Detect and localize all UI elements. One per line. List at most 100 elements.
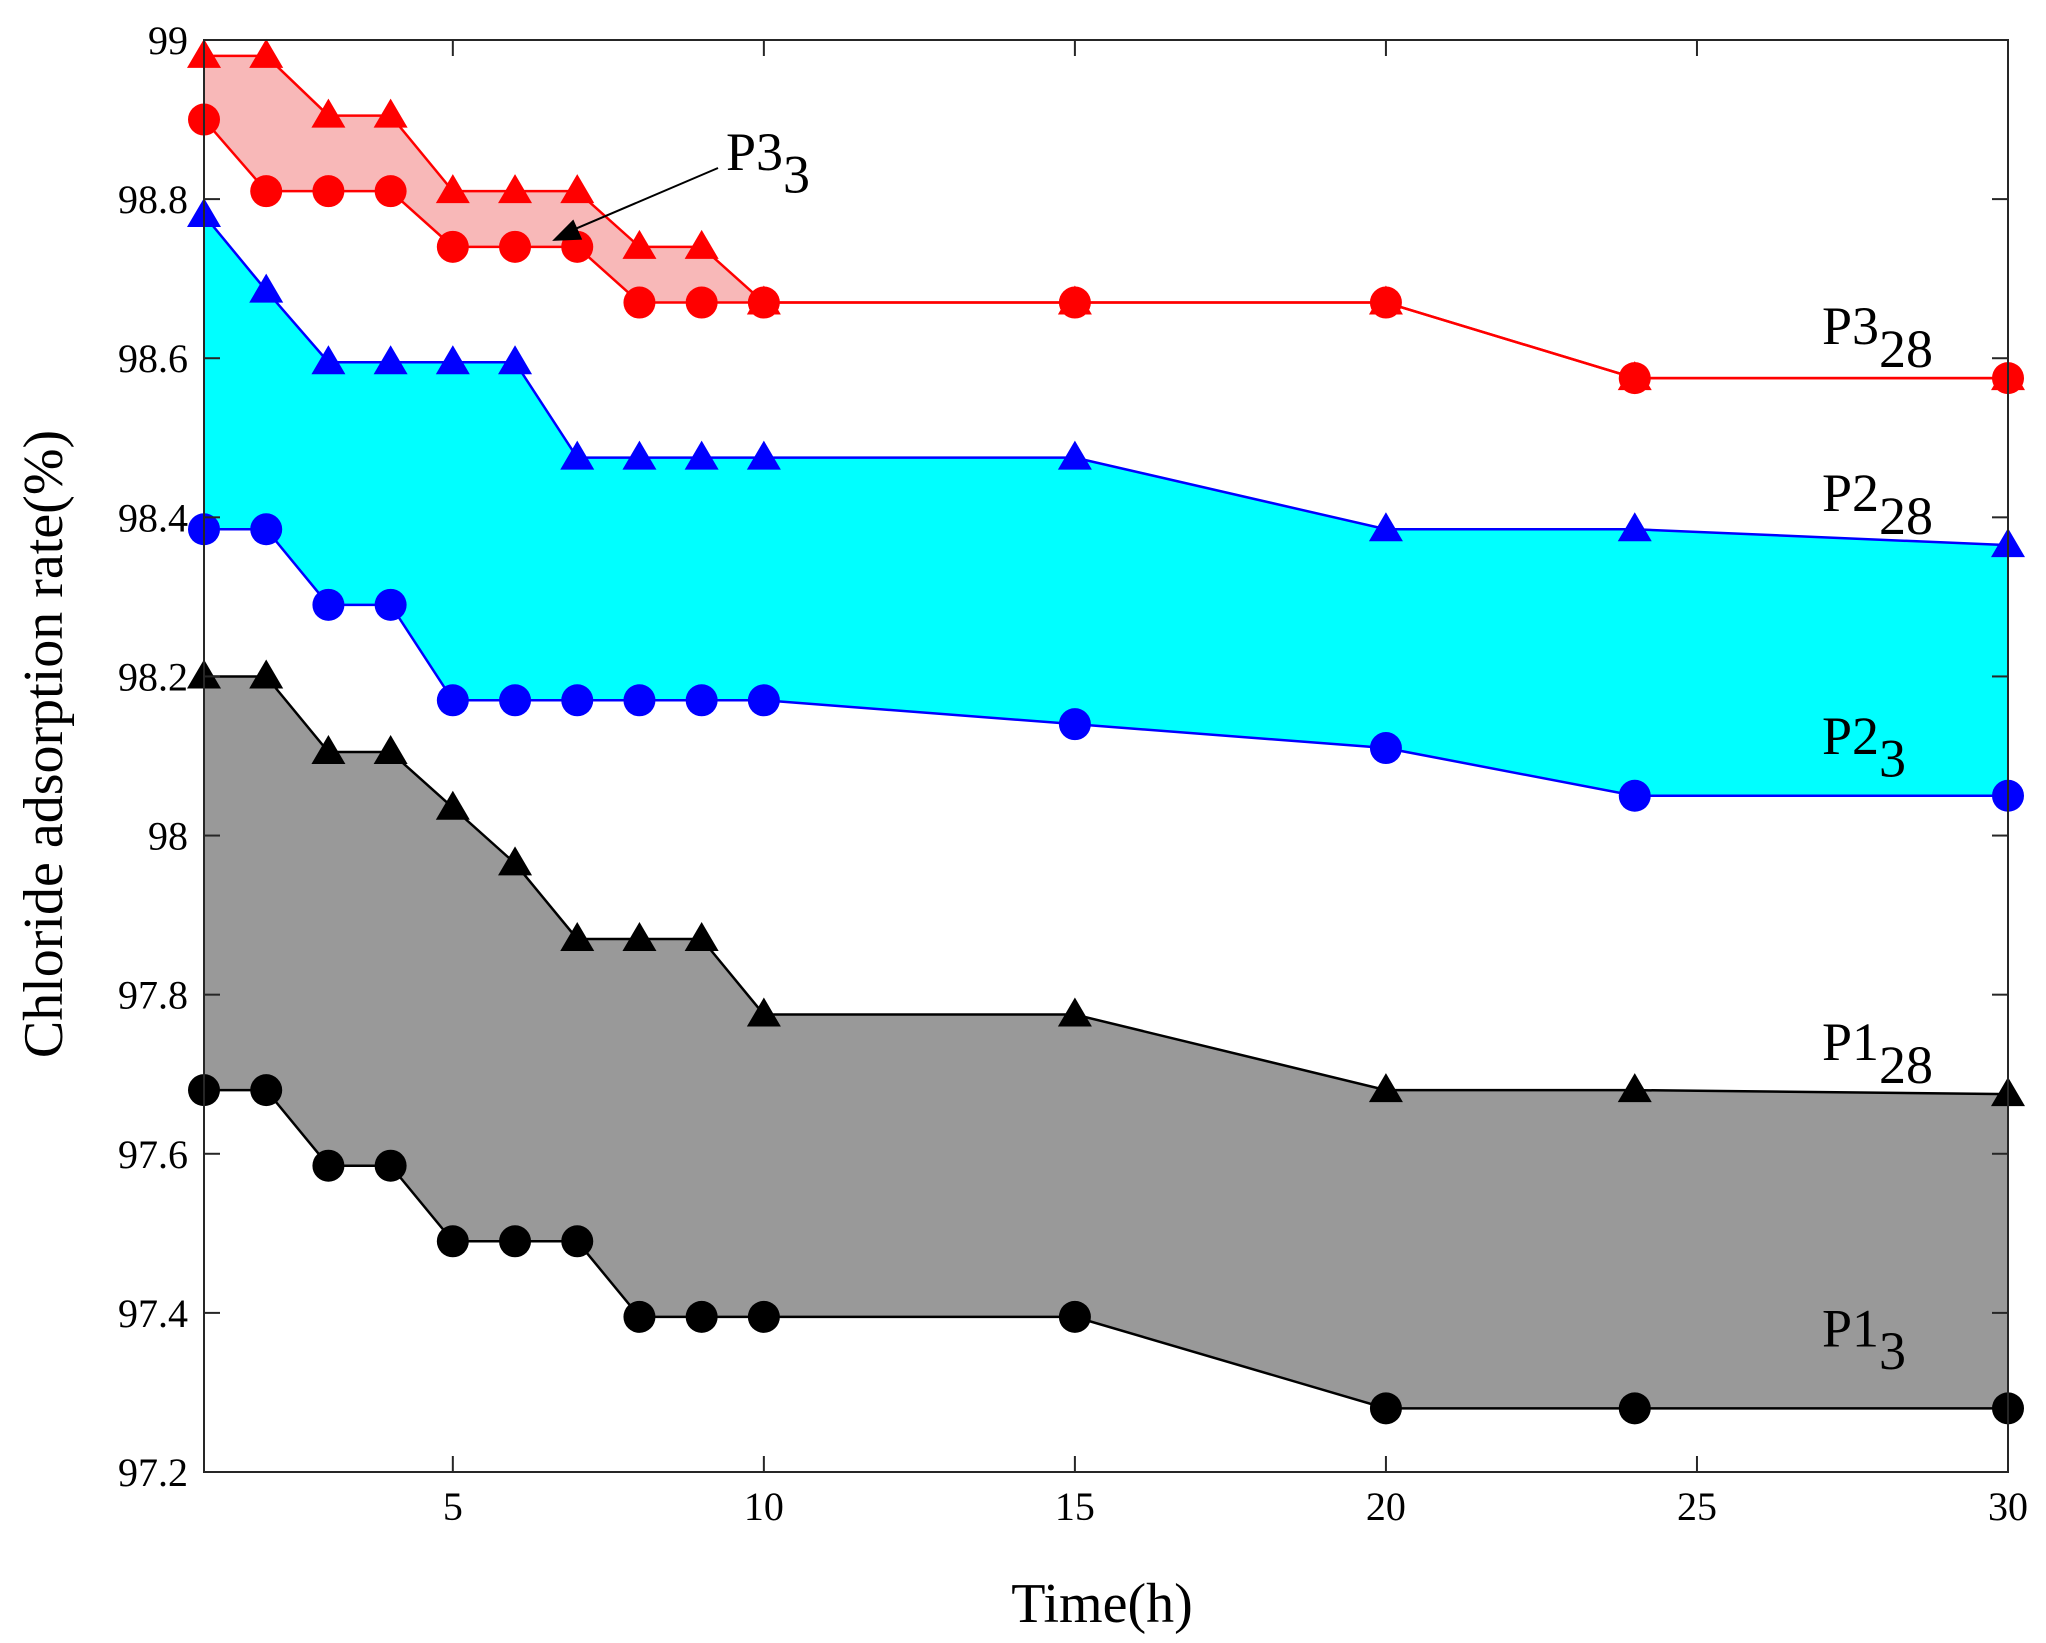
data-point-P3_28-9 (684, 229, 719, 259)
series-label-P2_28: P228 (1822, 463, 1933, 546)
data-point-P3_3-2 (250, 175, 283, 208)
band-P1 (204, 676, 2008, 1409)
y-tick-label-97.4: 97.4 (118, 1291, 188, 1336)
data-point-P3_3-8 (623, 286, 656, 319)
data-point-P3_3-6 (499, 230, 532, 263)
y-tick-label-98.2: 98.2 (118, 654, 188, 699)
data-point-P1_28-4 (373, 735, 408, 765)
data-point-P3_28-4 (373, 98, 408, 128)
data-point-P1_3-8 (623, 1300, 656, 1333)
series-label-P1_3: P13 (1822, 1298, 1906, 1381)
y-tick-label-97.8: 97.8 (118, 973, 188, 1018)
data-point-P2_28-24 (1617, 512, 1652, 542)
data-point-P2_28-7 (560, 440, 595, 470)
y-tick-label-97.2: 97.2 (118, 1450, 188, 1495)
data-point-P2_28-4 (373, 345, 408, 375)
y-tick-label-97.6: 97.6 (118, 1132, 188, 1177)
x-tick-label-30: 30 (1988, 1484, 2028, 1529)
data-point-P1_28-6 (498, 846, 533, 876)
axis-ticks-layer: 5 10 15 20 25 30 97.2 97.4 97.6 97.8 98 98.2 98.4 98.… (118, 18, 2028, 1529)
data-point-P3_28-3 (311, 98, 346, 128)
data-point-P1_28-7 (560, 921, 595, 951)
data-point-P1_28-20 (1368, 1073, 1403, 1103)
data-point-P1_3-20 (1369, 1392, 1402, 1425)
y-tick-label-98.4: 98.4 (118, 495, 188, 540)
data-point-P1_28-2 (249, 659, 284, 689)
y-tick-label-98.8: 98.8 (118, 177, 188, 222)
data-point-P1_3-24 (1618, 1392, 1651, 1425)
data-point-P1_3-5 (436, 1225, 469, 1258)
data-point-P2_3-7 (561, 684, 594, 717)
y-tick-label-98: 98 (148, 814, 188, 859)
y-axis-label: Chloride adsorption rate(%) (13, 430, 75, 1058)
data-point-P3_28-5 (435, 174, 470, 204)
data-point-P1_3-3 (312, 1149, 345, 1182)
data-point-P2_3-5 (436, 684, 469, 717)
data-point-P2_28-6 (498, 345, 533, 375)
data-point-P2_3-4 (374, 588, 407, 621)
data-point-P2_3-9 (685, 684, 718, 717)
data-point-P2_28-2 (249, 273, 284, 303)
data-point-P3_3-4 (374, 175, 407, 208)
data-point-P2_28-20 (1368, 512, 1403, 542)
data-point-P3_28-2 (249, 38, 284, 68)
series-line-P2_28 (203, 214, 2009, 547)
data-point-P2_28-9 (684, 440, 719, 470)
data-point-P1_3-6 (499, 1225, 532, 1258)
series-label-P1_28: P128 (1822, 1012, 1933, 1095)
data-point-P1_3-7 (561, 1225, 594, 1258)
series-line-P1_28 (204, 675, 2009, 1096)
data-point-P1_3-15 (1058, 1300, 1091, 1333)
data-point-P3_3-3 (312, 175, 345, 208)
data-point-P3_28-7 (560, 174, 595, 204)
data-point-P1_28-15 (1057, 997, 1092, 1027)
band-P2 (204, 215, 2008, 796)
data-point-P3_28-8 (622, 229, 657, 259)
series-line-P3_28 (204, 54, 2008, 380)
data-point-P2_3-24 (1618, 779, 1651, 812)
annotation-label: P33 (726, 122, 810, 205)
data-point-P2_3-8 (623, 684, 656, 717)
x-tick-label-15: 15 (1055, 1484, 1095, 1529)
series-labels-layer: P328 P228 P23 P128 P13 (1822, 296, 1933, 1381)
data-point-P1_3-2 (250, 1074, 283, 1107)
data-point-P2_28-10 (746, 440, 781, 470)
data-point-P1_3-9 (685, 1300, 718, 1333)
series-label-P3_28: P328 (1822, 296, 1933, 379)
x-tick-label-20: 20 (1366, 1484, 1406, 1529)
data-point-P3_28-6 (498, 174, 533, 204)
data-point-P2_28-8 (622, 440, 657, 470)
data-point-P1_28-5 (435, 790, 470, 820)
data-point-P2_28-5 (435, 345, 470, 375)
data-point-P1_3-4 (374, 1149, 407, 1182)
data-point-P3_28-24 (1617, 361, 1652, 391)
x-tick-label-10: 10 (744, 1484, 784, 1529)
series-label-P2_3: P23 (1822, 706, 1906, 789)
data-point-P2_3-6 (499, 684, 532, 717)
data-point-P2_3-20 (1369, 732, 1402, 765)
data-point-P1_28-8 (622, 921, 657, 951)
data-point-P3_28-15 (1057, 285, 1092, 315)
series-line-P3_3 (203, 118, 2008, 380)
annotation-arrow-line (565, 167, 719, 234)
data-point-P3_3-5 (436, 230, 469, 263)
plot-area-frame (203, 39, 2009, 1473)
annotation-layer: P33 (552, 122, 810, 241)
data-point-P1_28-9 (684, 921, 719, 951)
y-tick-label-99: 99 (148, 18, 188, 63)
data-point-P2_28-15 (1057, 440, 1092, 470)
data-point-P2_3-2 (250, 513, 283, 546)
data-point-P2_3-10 (747, 684, 780, 717)
data-point-P2_3-3 (312, 588, 345, 621)
x-tick-label-5: 5 (443, 1484, 463, 1529)
x-tick-label-25: 25 (1677, 1484, 1717, 1529)
annotation-arrow-head (552, 219, 583, 241)
y-tick-label-98.6: 98.6 (118, 336, 188, 381)
data-point-P3_28-10 (746, 285, 781, 315)
data-point-P3_28-20 (1368, 285, 1403, 315)
data-point-P2_28-3 (311, 345, 346, 375)
data-point-P1_28-10 (746, 997, 781, 1027)
bands-layer (204, 55, 2008, 1409)
data-point-P3_3-9 (685, 286, 718, 319)
